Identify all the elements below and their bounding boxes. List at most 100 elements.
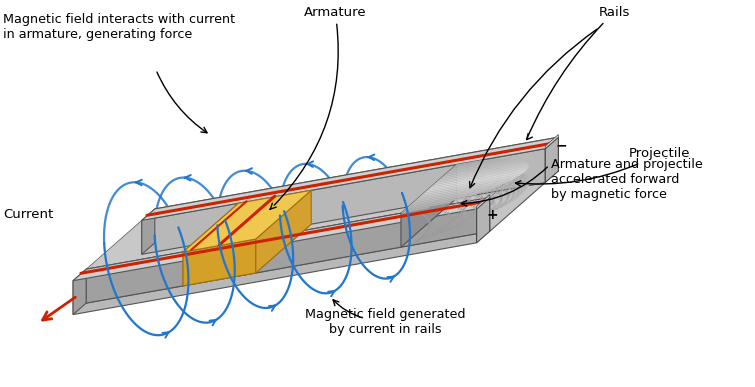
Polygon shape <box>461 220 463 224</box>
Polygon shape <box>475 210 477 213</box>
Polygon shape <box>522 173 524 177</box>
Polygon shape <box>492 205 495 209</box>
Polygon shape <box>510 199 512 202</box>
Polygon shape <box>86 183 545 303</box>
Polygon shape <box>461 201 463 205</box>
Polygon shape <box>498 204 501 207</box>
Polygon shape <box>464 174 466 178</box>
Polygon shape <box>500 167 503 170</box>
Polygon shape <box>445 223 448 226</box>
Polygon shape <box>458 206 460 210</box>
Polygon shape <box>498 183 501 187</box>
Polygon shape <box>418 211 420 214</box>
Polygon shape <box>519 178 522 181</box>
Polygon shape <box>501 194 503 198</box>
Polygon shape <box>476 197 490 243</box>
Polygon shape <box>527 180 529 183</box>
Polygon shape <box>487 190 489 194</box>
Polygon shape <box>495 169 498 172</box>
Polygon shape <box>526 185 528 188</box>
Polygon shape <box>469 198 471 202</box>
Polygon shape <box>456 198 458 201</box>
Polygon shape <box>500 202 502 206</box>
Polygon shape <box>480 164 482 168</box>
Polygon shape <box>519 188 521 192</box>
Polygon shape <box>492 195 495 199</box>
Polygon shape <box>497 205 499 209</box>
Polygon shape <box>455 159 484 166</box>
Polygon shape <box>494 181 497 185</box>
Polygon shape <box>519 192 521 196</box>
Polygon shape <box>488 166 491 169</box>
Polygon shape <box>482 200 484 204</box>
Polygon shape <box>425 231 427 234</box>
Polygon shape <box>505 187 507 190</box>
Polygon shape <box>483 210 485 213</box>
Polygon shape <box>470 184 473 188</box>
Polygon shape <box>525 183 528 187</box>
Polygon shape <box>498 197 501 200</box>
Polygon shape <box>476 195 478 199</box>
Polygon shape <box>516 193 518 197</box>
Polygon shape <box>500 193 502 196</box>
Polygon shape <box>515 186 517 189</box>
Polygon shape <box>516 172 519 175</box>
Polygon shape <box>460 207 462 211</box>
Polygon shape <box>462 195 464 199</box>
Polygon shape <box>472 217 474 221</box>
Polygon shape <box>513 189 516 193</box>
Polygon shape <box>482 183 485 187</box>
Polygon shape <box>502 183 504 187</box>
Polygon shape <box>476 188 478 191</box>
Polygon shape <box>474 164 476 167</box>
Polygon shape <box>484 188 487 191</box>
Polygon shape <box>504 190 507 193</box>
Polygon shape <box>491 202 493 205</box>
Polygon shape <box>524 181 526 184</box>
Polygon shape <box>484 212 487 215</box>
Polygon shape <box>479 184 481 188</box>
Polygon shape <box>492 172 495 175</box>
Polygon shape <box>520 190 522 194</box>
Polygon shape <box>525 186 528 190</box>
Polygon shape <box>428 226 430 229</box>
Polygon shape <box>498 204 501 208</box>
Polygon shape <box>428 219 430 223</box>
Polygon shape <box>498 174 501 177</box>
Polygon shape <box>496 192 498 195</box>
Polygon shape <box>483 203 485 206</box>
Polygon shape <box>507 174 510 177</box>
Polygon shape <box>480 214 482 217</box>
Polygon shape <box>462 195 464 199</box>
Polygon shape <box>183 203 239 286</box>
Polygon shape <box>508 187 510 190</box>
Polygon shape <box>522 190 524 194</box>
Polygon shape <box>464 205 467 208</box>
Polygon shape <box>492 174 494 177</box>
Polygon shape <box>522 187 525 191</box>
Polygon shape <box>476 187 478 191</box>
Polygon shape <box>507 193 510 197</box>
Polygon shape <box>481 172 483 176</box>
Polygon shape <box>501 181 504 185</box>
Polygon shape <box>480 190 482 194</box>
Polygon shape <box>481 180 483 183</box>
Polygon shape <box>507 168 510 172</box>
Polygon shape <box>482 169 484 173</box>
Polygon shape <box>471 191 473 195</box>
Polygon shape <box>514 170 516 173</box>
Polygon shape <box>462 209 464 212</box>
Polygon shape <box>462 176 464 180</box>
Polygon shape <box>479 170 482 173</box>
Polygon shape <box>479 169 481 172</box>
Polygon shape <box>487 211 489 215</box>
Polygon shape <box>442 228 445 231</box>
Polygon shape <box>422 204 424 207</box>
Polygon shape <box>420 179 513 197</box>
Polygon shape <box>498 175 501 179</box>
Polygon shape <box>451 186 454 190</box>
Polygon shape <box>467 167 469 171</box>
Polygon shape <box>514 183 516 186</box>
Polygon shape <box>414 184 503 201</box>
Polygon shape <box>488 198 490 201</box>
